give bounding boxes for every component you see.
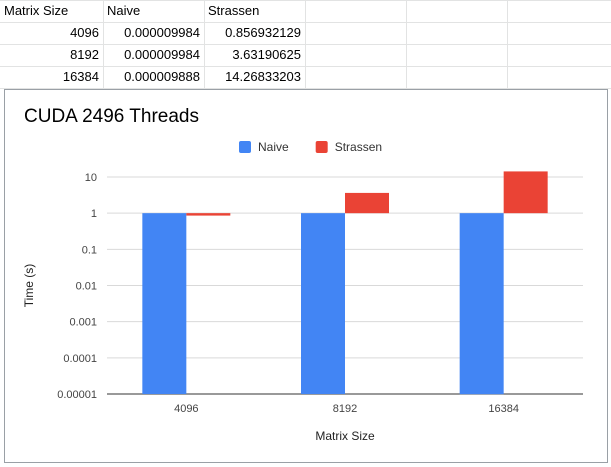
- y-tick-label: 0.1: [82, 244, 97, 256]
- cell-naive-row1[interactable]: 0.000009984: [124, 25, 200, 40]
- cell-naive-row2[interactable]: 0.000009984: [124, 47, 200, 62]
- legend-label-naive: Naive: [258, 140, 289, 154]
- cell-strassen-row2[interactable]: 3.63190625: [232, 47, 301, 62]
- embedded-chart[interactable]: CUDA 2496 Threads 10 1 0.1 0.01 0.001 0.0001 0…: [4, 89, 608, 463]
- bar-naive-16384: [459, 213, 504, 395]
- x-axis-title: Matrix Size: [315, 429, 375, 443]
- bar-naive-4096: [142, 213, 187, 395]
- cell-strassen-row1[interactable]: 0.856932129: [225, 25, 301, 40]
- chart-title: CUDA 2496 Threads: [24, 106, 199, 127]
- cell-naive-row3[interactable]: 0.000009888: [124, 69, 200, 84]
- bar-strassen-8192: [345, 192, 389, 214]
- y-tick-label: 0.01: [76, 281, 97, 293]
- y-tick-label: 1: [91, 208, 97, 220]
- header-cell-matrix-size[interactable]: Matrix Size: [4, 3, 69, 18]
- cell-size-row3[interactable]: 16384: [62, 69, 99, 84]
- y-tick-label: 0.00001: [57, 389, 97, 401]
- legend-label-strassen: Strassen: [335, 140, 382, 154]
- y-tick-label: 0.001: [69, 317, 97, 329]
- x-tick-label: 4096: [174, 403, 198, 415]
- cell-strassen-row3[interactable]: 14.26833203: [225, 69, 301, 84]
- chart-plot: 10 1 0.1 0.01 0.001 0.0001 0.00001 4096 8192 1638…: [22, 140, 583, 443]
- bar-strassen-16384: [503, 171, 548, 214]
- x-tick-label: 16384: [488, 403, 519, 415]
- header-cell-naive[interactable]: Naive: [107, 3, 141, 18]
- y-tick-label: 10: [85, 172, 97, 184]
- bar-strassen-4096: [186, 213, 231, 216]
- cell-size-row2[interactable]: 8192: [70, 47, 99, 62]
- y-axis-title: Time (s): [22, 264, 36, 308]
- y-tick-label: 0.0001: [63, 353, 97, 365]
- legend-swatch-strassen: [315, 141, 328, 153]
- x-tick-label: 8192: [333, 403, 357, 415]
- cell-size-row1[interactable]: 4096: [70, 25, 99, 40]
- header-cell-strassen[interactable]: Strassen: [208, 3, 260, 18]
- bar-naive-8192: [301, 213, 345, 395]
- legend-swatch-naive: [239, 141, 251, 153]
